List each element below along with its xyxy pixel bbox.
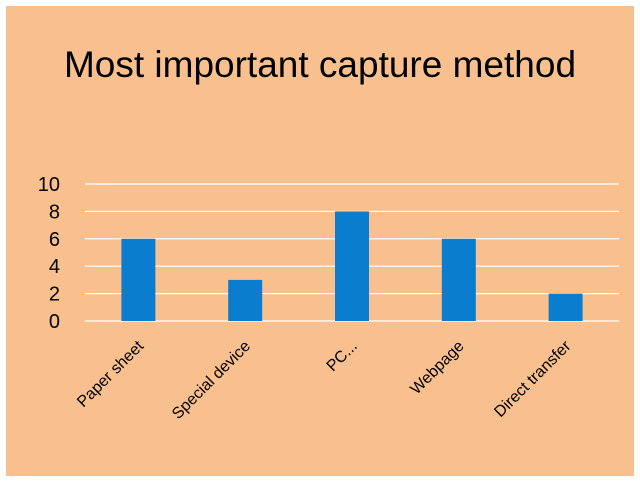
x-tick-label: Paper sheet — [74, 337, 147, 410]
bar — [548, 293, 583, 321]
y-tick-label: 2 — [49, 284, 60, 306]
chart-title: Most important capture method — [63, 44, 577, 85]
bar-chart-plot: 0 2 4 6 8 10 Paper sheet Special device PC... Web… — [38, 174, 619, 423]
y-tick-label: 8 — [49, 201, 60, 223]
chart-area: Most important capture method 0 2 4 6 8 10 Pap… — [6, 6, 634, 476]
y-tick-label: 10 — [38, 174, 60, 196]
bar — [121, 238, 156, 321]
y-tick-label: 4 — [49, 256, 60, 278]
bar — [228, 279, 263, 321]
bar — [441, 238, 476, 321]
x-tick-label: Direct transfer — [491, 337, 575, 421]
y-tick-label: 6 — [49, 229, 60, 251]
bar — [335, 211, 369, 321]
x-tick-label: Special device — [169, 338, 254, 423]
y-tick-label: 0 — [49, 311, 60, 333]
x-tick-label: Webpage — [407, 338, 467, 398]
x-tick-label: PC... — [324, 338, 361, 375]
